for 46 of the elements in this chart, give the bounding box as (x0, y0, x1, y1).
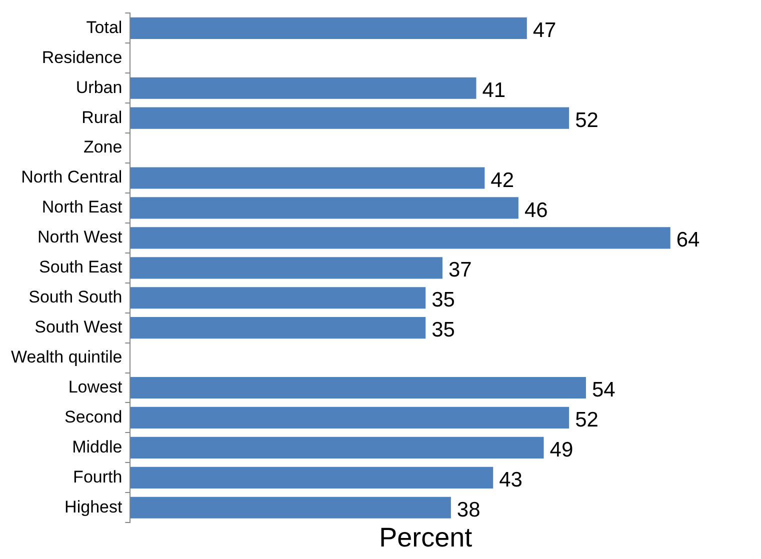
data-label: 52 (575, 408, 598, 432)
data-label: 38 (456, 498, 480, 522)
bar (130, 107, 570, 129)
y-tick-label: Zone (83, 138, 122, 157)
data-label: 49 (550, 438, 574, 462)
y-tick-label: Fourth (73, 467, 122, 486)
y-tick-label: Rural (82, 108, 122, 127)
data-label: 37 (448, 258, 472, 282)
y-tick-label: Middle (72, 437, 122, 456)
bar (130, 17, 527, 39)
bar (130, 496, 451, 518)
bar (130, 376, 586, 399)
y-tick-label: Wealth quintile (10, 347, 122, 366)
data-label: 54 (592, 378, 616, 402)
y-tick-label: Urban (76, 78, 122, 97)
data-label: 64 (676, 228, 700, 252)
bar (130, 406, 570, 429)
y-tick-label: South West (34, 318, 122, 337)
y-tick-label: South East (39, 258, 122, 277)
data-label: 35 (432, 318, 455, 342)
data-label: 42 (490, 168, 514, 192)
bar (130, 436, 544, 458)
bar (130, 466, 494, 488)
y-tick-label: Residence (42, 48, 122, 67)
data-label: 47 (532, 18, 556, 42)
y-tick-label: Lowest (68, 377, 122, 396)
data-label: 35 (432, 288, 455, 312)
bar (130, 317, 426, 339)
bar (130, 77, 476, 99)
bar (130, 167, 485, 189)
x-axis-title: Percent (379, 522, 473, 552)
bar (130, 257, 442, 279)
y-tick-label: North Central (21, 168, 122, 187)
y-tick-label: North East (42, 198, 122, 217)
data-label: 43 (499, 468, 522, 492)
data-label: 41 (482, 78, 506, 102)
y-tick-label: Highest (64, 497, 122, 516)
bar (130, 227, 670, 249)
data-label: 52 (575, 108, 598, 132)
bar (130, 287, 426, 309)
data-label: 46 (524, 198, 548, 222)
y-tick-label: Second (64, 407, 122, 426)
y-tick-label: South South (28, 288, 122, 307)
bar (130, 197, 518, 219)
y-tick-label: North West (37, 228, 122, 247)
y-tick-label: Total (86, 18, 122, 37)
